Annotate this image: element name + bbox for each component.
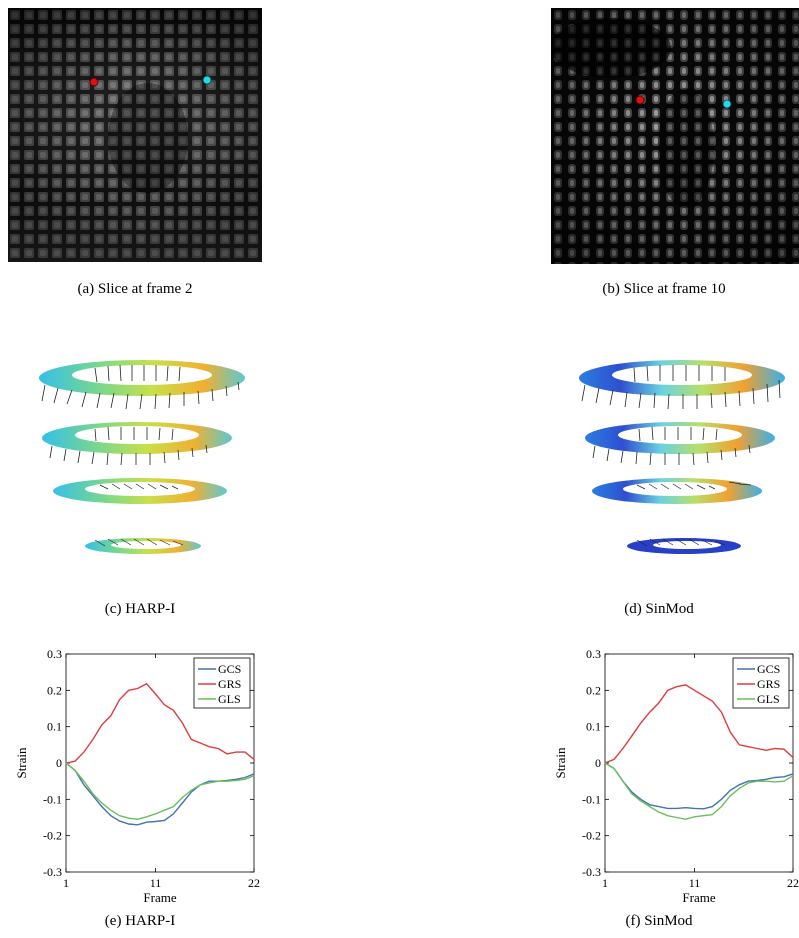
y-tick-label: -0.3 [43, 865, 62, 879]
caption-b: (b) Slice at frame 10 [602, 281, 726, 297]
caption-e: (e) HARP-I [104, 913, 176, 929]
tagged-mri-image-frame-10 [551, 8, 799, 264]
legend-label: GRS [757, 677, 780, 691]
panel-f: -0.3 -0.2 -0.1 0 0.1 0.2 0.3 1 11 22 Frame Strain GC… [519, 640, 799, 938]
caption-a: (a) Slice at frame 2 [77, 281, 193, 297]
panel-c: (c) HARP-I [0, 340, 280, 620]
y-tick-label: 0.1 [586, 720, 601, 734]
displacement-field-sinmod [579, 360, 785, 554]
cyan-tracking-point [722, 99, 732, 109]
legend-label: GCS [218, 662, 241, 676]
y-tick-label: 0.3 [47, 647, 62, 661]
displacement-field-harp-i [39, 360, 245, 554]
ring-1 [39, 360, 245, 410]
y-tick-label: -0.1 [582, 792, 601, 806]
strain-chart-harp-i: -0.3-0.2-0.100.10.20.31 11 22FrameStrainGC… [14, 647, 260, 905]
x-axis-label: Frame [143, 890, 176, 905]
legend-label: GRS [218, 677, 241, 691]
y-tick-label: 0 [595, 756, 601, 770]
series-line-gls [604, 762, 794, 821]
legend-label: GLS [757, 692, 780, 706]
x-tick-label: 22 [248, 876, 260, 890]
ring-2 [42, 422, 232, 466]
x-tick-label: 11 [689, 876, 701, 890]
legend-label: GCS [757, 662, 780, 676]
y-axis-label: Strain [553, 747, 568, 779]
x-tick-label: 1 [602, 876, 608, 890]
x-tick-label: 11 [150, 876, 162, 890]
x-tick-label: 22 [787, 876, 799, 890]
y-tick-label: 0.2 [586, 683, 601, 697]
x-tick-label: 1 [63, 876, 69, 890]
y-tick-label: -0.2 [43, 829, 62, 843]
y-tick-label: -0.3 [582, 865, 601, 879]
ring-1 [579, 360, 785, 410]
y-tick-label: 0.3 [586, 647, 601, 661]
panel-d: (d) SinMod [519, 340, 799, 620]
panel-b: (b) Slice at frame 10 [529, 0, 799, 310]
caption-f: (f) SinMod [625, 913, 693, 929]
series-line-gcs [604, 762, 794, 810]
x-axis-label: Frame [682, 890, 715, 905]
tagged-mri-image-frame-2 [8, 8, 262, 262]
caption-c: (c) HARP-I [104, 601, 176, 617]
y-tick-label: 0 [56, 756, 62, 770]
red-tracking-point [89, 77, 99, 87]
caption-d: (d) SinMod [624, 601, 694, 617]
ring-4 [85, 538, 201, 554]
panel-e: -0.3 -0.2 -0.1 0 0.1 0.2 0.3 1 11 22 Frame Strain GC… [0, 640, 280, 938]
cyan-tracking-point [202, 75, 212, 85]
ring-3 [592, 478, 762, 504]
legend-label: GLS [218, 692, 241, 706]
ring-2 [585, 422, 775, 466]
red-tracking-point [635, 95, 645, 105]
series-line-gcs [65, 762, 255, 826]
ring-4 [627, 538, 741, 554]
series-line-gls [65, 762, 255, 821]
series-line-grs [604, 684, 794, 764]
ring-3 [53, 478, 227, 504]
y-tick-label: 0.2 [47, 683, 62, 697]
strain-chart-sinmod: -0.3-0.2-0.100.10.20.31 11 22FrameStrainGC… [553, 647, 799, 905]
y-tick-label: -0.2 [582, 829, 601, 843]
y-tick-label: 0.1 [47, 720, 62, 734]
y-axis-label: Strain [14, 747, 29, 779]
y-tick-label: -0.1 [43, 792, 62, 806]
series-line-grs [65, 682, 255, 764]
panel-a: (a) Slice at frame 2 [0, 0, 270, 310]
